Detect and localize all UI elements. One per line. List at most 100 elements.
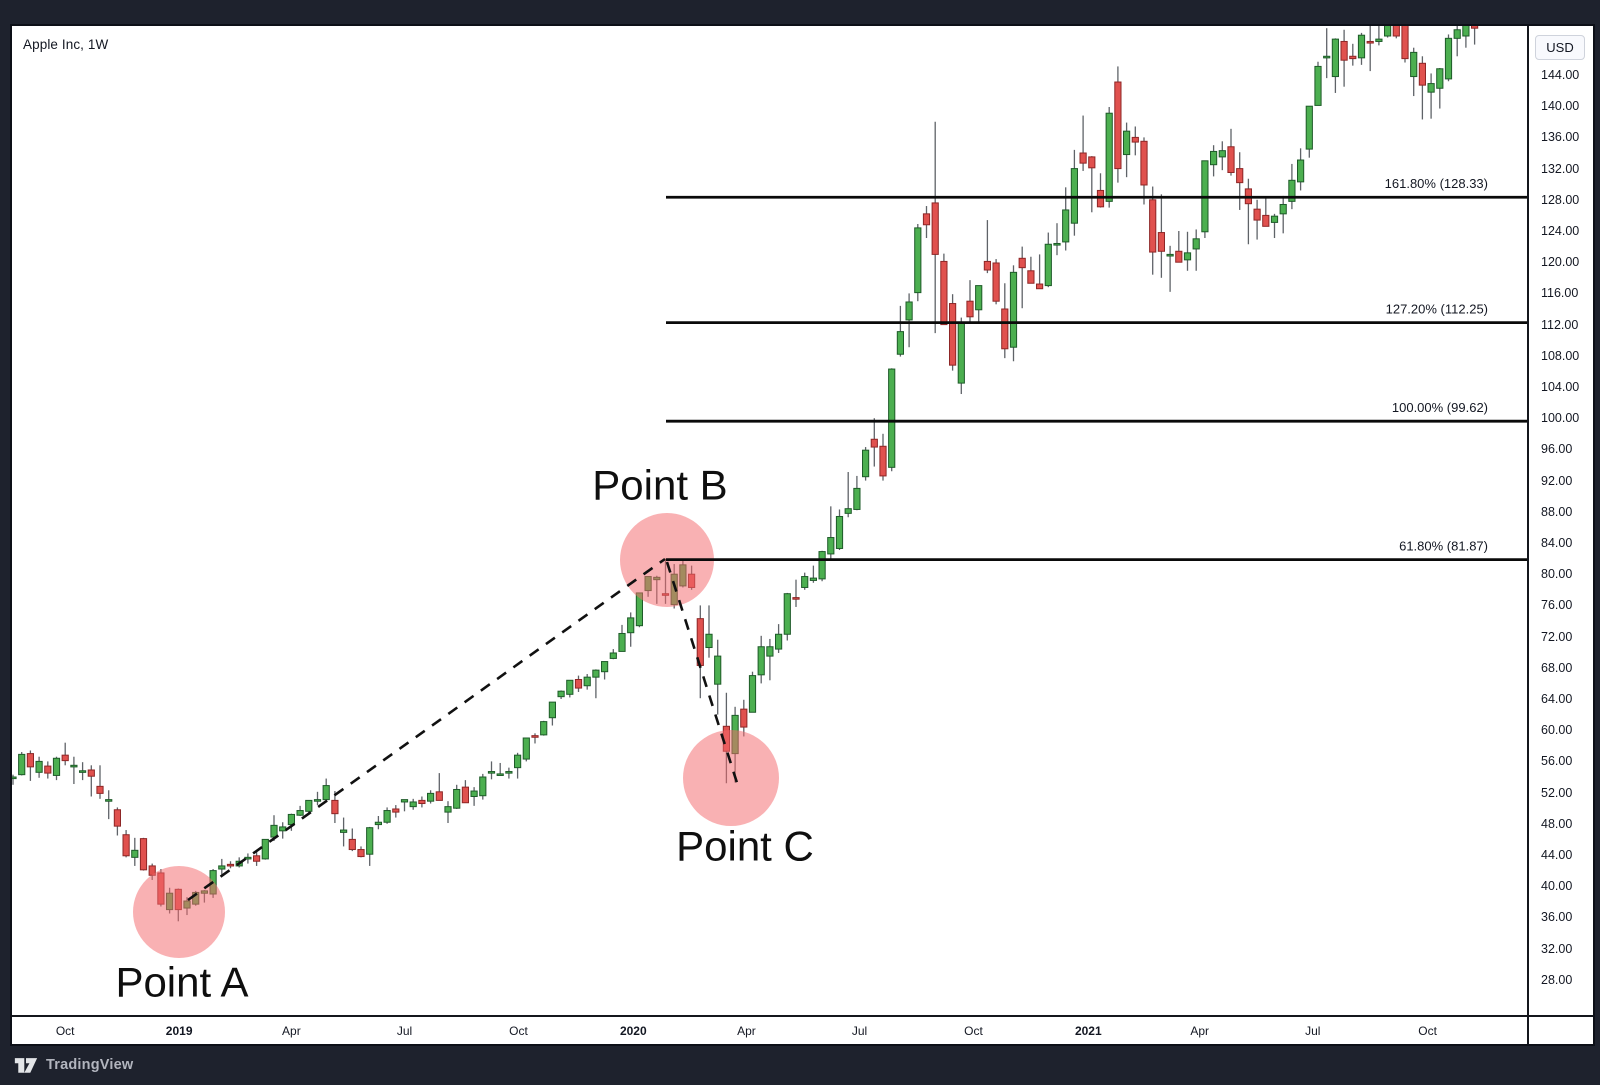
candle-down[interactable] [531, 735, 539, 738]
candle-up[interactable] [305, 799, 313, 812]
candle-up[interactable] [1105, 112, 1113, 202]
candle-up[interactable] [322, 785, 330, 801]
candle-down[interactable] [61, 754, 69, 762]
candle-down[interactable] [1157, 232, 1166, 252]
candle-up[interactable] [270, 824, 278, 838]
candle-down[interactable] [1340, 40, 1348, 61]
candle-up[interactable] [905, 301, 913, 321]
candle-up[interactable] [409, 801, 417, 808]
candle-down[interactable] [940, 260, 948, 326]
candle-up[interactable] [1123, 130, 1131, 156]
candle-up[interactable] [1270, 215, 1279, 223]
candle-up[interactable] [131, 849, 139, 858]
candle-up[interactable] [1288, 179, 1296, 202]
candle-down[interactable] [1262, 214, 1270, 227]
candle-down[interactable] [44, 765, 52, 774]
plot-area[interactable]: 161.80% (128.33) 127.20% (112.25) 100.00% … [12, 26, 1527, 1015]
candle-up[interactable] [52, 757, 61, 776]
candle-down[interactable] [1418, 62, 1427, 86]
tradingview-brand-text[interactable]: TradingView [46, 1057, 134, 1073]
candle-down[interactable] [922, 213, 931, 226]
candle-up[interactable] [427, 792, 435, 802]
candle-up[interactable] [1166, 253, 1174, 257]
candle-up[interactable] [1218, 150, 1226, 158]
candle-up[interactable] [1323, 55, 1331, 59]
candle-up[interactable] [1462, 26, 1470, 37]
price-axis[interactable]: USD 144.00 140.00 136.00 132.00 128.00 124.00… [1529, 26, 1593, 1015]
candle-down[interactable] [1175, 250, 1183, 263]
candle-up[interactable] [1375, 38, 1383, 42]
candle-up[interactable] [1357, 34, 1366, 59]
candle-down[interactable] [139, 838, 148, 871]
candle-up[interactable] [827, 537, 835, 555]
candle-down[interactable] [357, 849, 365, 858]
candle-up[interactable] [896, 331, 904, 355]
time-axis[interactable]: Oct 2019 Apr Jul Oct 2020 Apr Jul Oct 2021 Apr Jul O… [12, 1017, 1527, 1044]
candle-down[interactable] [740, 708, 748, 728]
candle-down[interactable] [253, 855, 261, 862]
candle-up[interactable] [705, 633, 713, 649]
candle-up[interactable] [505, 771, 513, 774]
tradingview-logo-icon[interactable] [14, 1054, 38, 1076]
candle-up[interactable] [766, 646, 774, 657]
candle-down[interactable] [461, 786, 469, 804]
candle-up[interactable] [496, 773, 504, 776]
candle-up[interactable] [783, 593, 791, 635]
candle-up[interactable] [366, 827, 374, 855]
candle-down[interactable] [96, 785, 104, 794]
candle-up[interactable] [374, 821, 382, 826]
candle-up[interactable] [888, 368, 896, 468]
currency-badge[interactable]: USD [1535, 35, 1585, 60]
candle-up[interactable] [470, 790, 478, 797]
candle-down[interactable] [949, 303, 957, 366]
candle-up[interactable] [844, 508, 852, 514]
candle-up[interactable] [313, 799, 322, 802]
candle-up[interactable] [609, 652, 617, 659]
candle-up[interactable] [35, 760, 43, 773]
candle-up[interactable] [487, 771, 496, 774]
candle-up[interactable] [522, 737, 530, 760]
candle-down[interactable] [1253, 208, 1261, 221]
candle-down[interactable] [1349, 55, 1357, 60]
candle-up[interactable] [1210, 150, 1218, 166]
candle-up[interactable] [540, 721, 548, 736]
candle-up[interactable] [714, 655, 722, 685]
candle-down[interactable] [392, 808, 400, 813]
candle-down[interactable] [1366, 40, 1374, 44]
candle-down[interactable] [983, 260, 991, 271]
candle-up[interactable] [1314, 65, 1322, 106]
candle-up[interactable] [914, 227, 922, 294]
candle-down[interactable] [122, 834, 130, 857]
candle-up[interactable] [514, 754, 522, 769]
candle-down[interactable] [113, 809, 122, 827]
candle-up[interactable] [862, 449, 870, 478]
candle-down[interactable] [87, 769, 95, 777]
candle-up[interactable] [853, 487, 861, 510]
candle-down[interactable] [435, 791, 443, 801]
candle-down[interactable] [418, 799, 426, 805]
candle-down[interactable] [1236, 168, 1244, 184]
highlight-circle[interactable] [683, 730, 779, 826]
dashed-trend-line[interactable] [187, 557, 666, 902]
candle-up[interactable] [444, 806, 452, 813]
candle-down[interactable] [966, 300, 974, 318]
candle-up[interactable] [1444, 37, 1453, 80]
candle-down[interactable] [331, 799, 339, 815]
candle-up[interactable] [1044, 243, 1052, 287]
candle-up[interactable] [627, 617, 635, 634]
candle-down[interactable] [1131, 136, 1139, 143]
candle-up[interactable] [279, 826, 287, 832]
candle-down[interactable] [1149, 199, 1157, 253]
candle-up[interactable] [105, 799, 113, 802]
candle-up[interactable] [453, 788, 461, 809]
candle-up[interactable] [296, 810, 304, 816]
candle-down[interactable] [26, 753, 34, 768]
candle-down[interactable] [1036, 283, 1044, 290]
candle-up[interactable] [218, 865, 226, 870]
candle-up[interactable] [1279, 203, 1287, 215]
candle-up[interactable] [1053, 242, 1061, 246]
candle-down[interactable] [1018, 257, 1026, 269]
highlight-circle[interactable] [133, 866, 225, 958]
candle-up[interactable] [340, 829, 348, 833]
candle-up[interactable] [583, 676, 591, 687]
